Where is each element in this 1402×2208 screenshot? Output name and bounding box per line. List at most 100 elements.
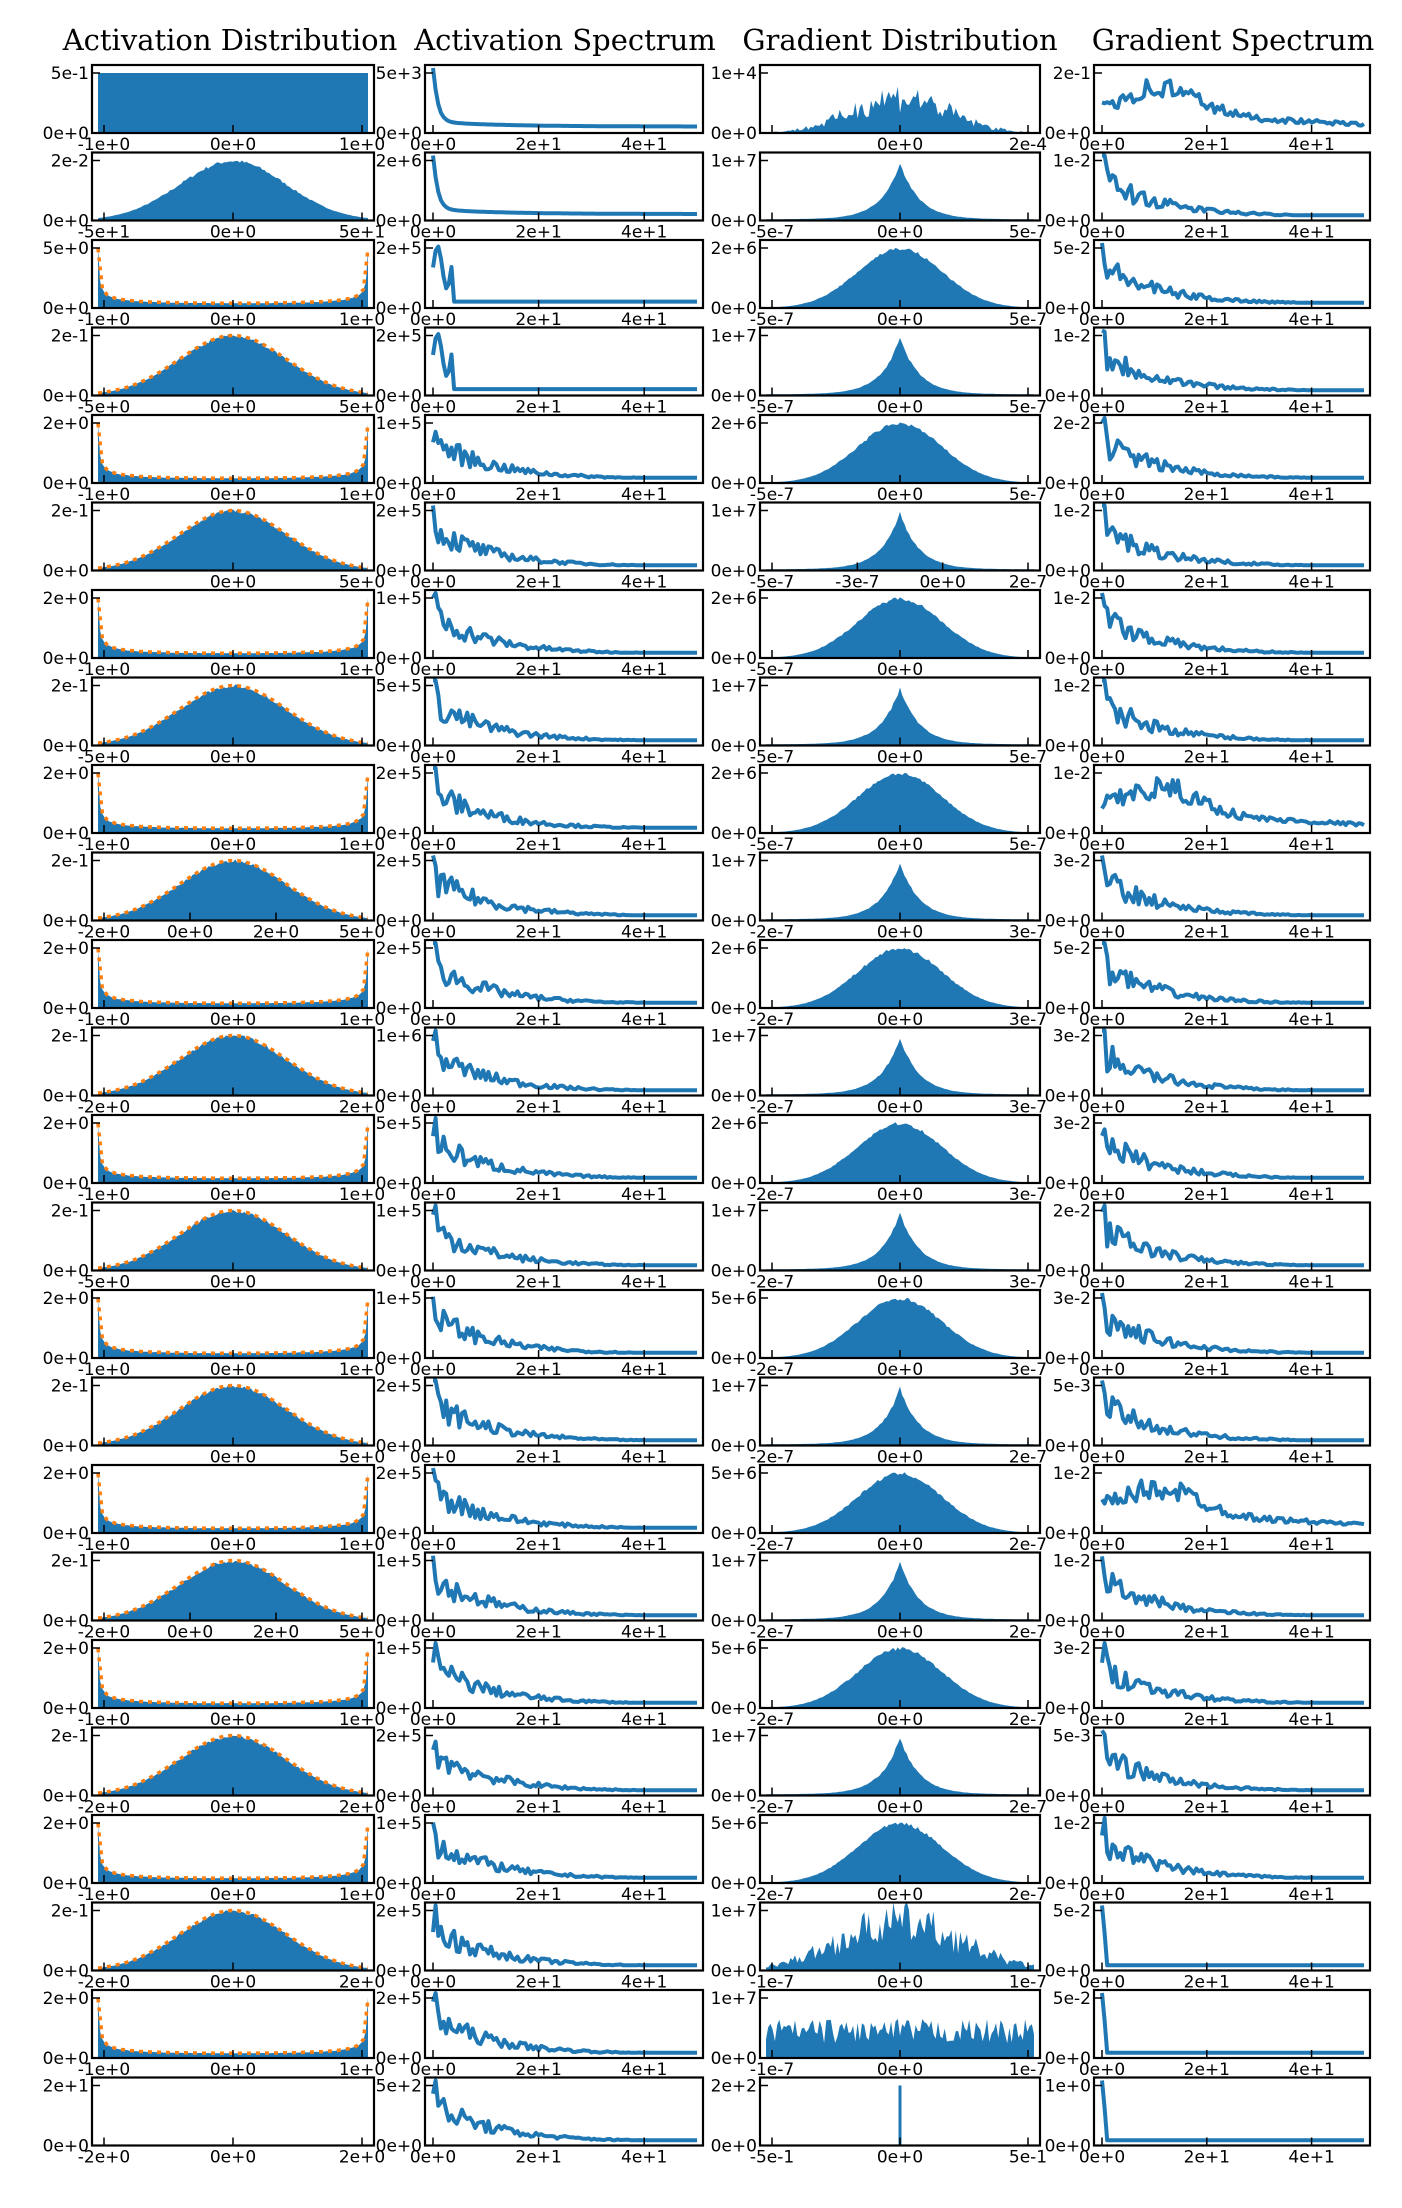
col2-row16-frame: [758, 1463, 1042, 1535]
col3-row20-xtick-label: 0e+0: [1079, 1885, 1125, 1905]
col0-row20-ytick-label: 2e+0: [43, 1814, 89, 1834]
col0-row9-ytick-label: 0e+0: [43, 912, 89, 932]
col0-row11-xtick-label: 0e+0: [210, 1098, 256, 1118]
subplot-col1-row3: 0e+0 2e+5 0e+0 2e+1 4e+1: [376, 326, 705, 418]
col1-row12-ytick-label: 0e+0: [376, 1174, 422, 1194]
col1-row3-xtick-label: 0e+0: [410, 398, 456, 418]
subplot-col1-row8: 0e+0 2e+5 0e+0 2e+1 4e+1: [376, 763, 705, 855]
col1-row6-spectrum-line: [431, 591, 697, 655]
col3-row9-xtick-label: 2e+1: [1184, 923, 1230, 943]
col2-row13-ytick-label: 0e+0: [711, 1262, 757, 1282]
col3-row4-frame: [1092, 413, 1372, 485]
col2-row21-xtick-label: 1e-7: [1009, 1973, 1047, 1993]
col2-row19-xtick-label: 0e+0: [877, 1798, 923, 1818]
col1-row22-xtick-label: 0e+0: [410, 2060, 456, 2080]
col1-row8-spectrum-line: [433, 766, 697, 830]
col1-row8-xtick-label: 4e+1: [621, 835, 667, 855]
col3-row6-xtick-label: 0e+0: [1079, 660, 1125, 680]
col2-row5-xtick-label: -5e-7: [750, 573, 794, 593]
col3-row14-xtick-label: 2e+1: [1184, 1360, 1230, 1380]
col3-row19-frame: [1092, 1726, 1372, 1797]
subplot-col2-row14: 0e+05e+6-2e-7 0e+0 3e-7: [711, 1288, 1047, 1380]
col3-row8-ytick-label: 1e-2: [1053, 764, 1091, 784]
col0-row4-ytick-label: 2e+0: [43, 414, 89, 434]
col0-row13-frame: [90, 1201, 376, 1272]
col2-row23-xtick-label: 0e+0: [877, 2148, 923, 2168]
col3-row5-frame: [1092, 501, 1372, 572]
col2-row15-histogram: [766, 1386, 1034, 1446]
col2-row15-frame: [758, 1376, 1042, 1447]
col3-row10-ytick-label: 5e-2: [1053, 939, 1091, 959]
col2-row9-histogram: [766, 863, 1034, 921]
subplot-col0-row1: 0e+02e-2-5e+1 0e+0 5e+1: [43, 151, 385, 243]
col1-row18-spectrum-line: [431, 1641, 697, 1705]
col1-row21-xtick-label: 0e+0: [410, 1973, 456, 1993]
col3-row4-spectrum-line: [1100, 416, 1364, 480]
col2-row12-frame: [758, 1113, 1042, 1185]
col2-row18-histogram: [766, 1647, 1034, 1708]
col0-row9-xtick-label: -2e+0: [78, 923, 130, 943]
col1-row15-spectrum-line: [433, 1378, 697, 1443]
col1-row16-ytick-label: 0e+0: [376, 1524, 422, 1544]
col3-row12-frame: [1092, 1113, 1372, 1185]
subplot-col1-row10: 0e+0 2e+5 0e+0 2e+1 4e+1: [376, 938, 705, 1030]
col2-row14-xtick-label: -2e-7: [750, 1360, 794, 1380]
col1-row16-ytick-label: 2e+5: [376, 1464, 422, 1484]
col3-row16-xtick-label: 2e+1: [1184, 1535, 1230, 1555]
col0-row23-xtick-label: 2e+0: [339, 2148, 385, 2168]
col3-row8-xtick-label: 4e+1: [1288, 835, 1334, 855]
col3-row13-ytick-label: 2e-2: [1053, 1202, 1091, 1222]
col3-row9-ytick-label: 3e-2: [1053, 852, 1091, 872]
col0-row11-frame: [90, 1026, 376, 1097]
col1-row17-spectrum-line: [431, 1555, 697, 1618]
subplot-col3-row21: 0e+0 5e-2 0e+0 2e+1 4e+1: [1045, 1901, 1372, 1993]
col0-row10-xtick-label: 1e+0: [339, 1010, 385, 1030]
col2-row20-histogram: [766, 1822, 1034, 1883]
col3-row20-ytick-label: 1e-2: [1053, 1814, 1091, 1834]
col1-row23-xtick-label: 0e+0: [410, 2148, 456, 2168]
col0-row8-xtick-label: -1e+0: [78, 835, 130, 855]
col1-row2-xtick-label: 0e+0: [410, 310, 456, 330]
col0-row6-ytick-label: 0e+0: [43, 649, 89, 669]
col3-row0-frame: [1092, 63, 1372, 135]
col3-row10-frame: [1092, 938, 1372, 1010]
col3-row23-xtick-label: 0e+0: [1079, 2148, 1125, 2168]
col0-row2-fit-curve: [96, 248, 370, 305]
col2-row20-frame: [758, 1813, 1042, 1885]
col1-row4-frame: [423, 413, 705, 485]
col0-row18-xtick-label: -1e+0: [78, 1710, 130, 1730]
col2-row5-histogram: [766, 511, 1034, 571]
col0-row15-histogram: [98, 1384, 368, 1446]
col3-row8-frame: [1092, 763, 1372, 835]
subplot-col1-row2: 0e+0 2e+5 0e+0 2e+1 4e+1: [376, 238, 705, 330]
subplot-col3-row0: 0e+0 2e-1 0e+0 2e+1 4e+1: [1045, 63, 1372, 155]
col3-row23-spectrum-line: [1100, 2080, 1364, 2143]
subplot-col3-row20: 0e+0 1e-2 0e+0 2e+1 4e+1: [1045, 1813, 1372, 1905]
col1-row3-ytick-label: 2e+5: [376, 327, 422, 347]
col0-row22-fit-curve: [96, 1998, 370, 2055]
col2-row14-ytick-label: 0e+0: [711, 1349, 757, 1369]
column-title-gradient-distribution: Gradient Distribution: [742, 23, 1057, 57]
col3-row13-ytick-label: 0e+0: [1045, 1262, 1091, 1282]
subplot-col1-row17: 0e+0 1e+5 0e+0 2e+1 4e+1: [376, 1551, 705, 1643]
subplot-col1-row18: 0e+0 1e+5 0e+0 2e+1 4e+1: [376, 1638, 705, 1730]
col2-row11-xtick-label: -2e-7: [750, 1098, 794, 1118]
col1-row13-xtick-label: 2e+1: [515, 1273, 561, 1293]
subplot-col3-row14: 0e+0 3e-2 0e+0 2e+1 4e+1: [1045, 1288, 1372, 1380]
col1-row6-ytick-label: 0e+0: [376, 649, 422, 669]
col0-row22-ytick-label: 0e+0: [43, 2049, 89, 2069]
col3-row18-xtick-label: 0e+0: [1079, 1710, 1125, 1730]
col3-row5-xtick-label: 2e+1: [1184, 573, 1230, 593]
col0-row2-ytick-label: 5e+0: [43, 239, 89, 259]
col0-row4-xtick-label: -1e+0: [78, 485, 130, 505]
col0-row17-xtick-label: 5e+0: [339, 1623, 385, 1643]
col0-row4-xtick-label: 1e+0: [339, 485, 385, 505]
col3-row9-xtick-label: 0e+0: [1079, 923, 1125, 943]
col3-row5-xtick-label: 4e+1: [1288, 573, 1334, 593]
col2-row6-histogram: [766, 597, 1034, 658]
subplot-col1-row6: 0e+0 1e+5 0e+0 2e+1 4e+1: [376, 588, 705, 680]
subplot-col2-row18: 0e+05e+6-2e-7 0e+0 2e-7: [711, 1638, 1047, 1730]
col0-row6-histogram: [98, 597, 368, 658]
subplot-col1-row1: 0e+0 2e+6 0e+0 2e+1 4e+1: [376, 151, 705, 243]
col2-row8-ytick-label: 2e+6: [711, 764, 757, 784]
